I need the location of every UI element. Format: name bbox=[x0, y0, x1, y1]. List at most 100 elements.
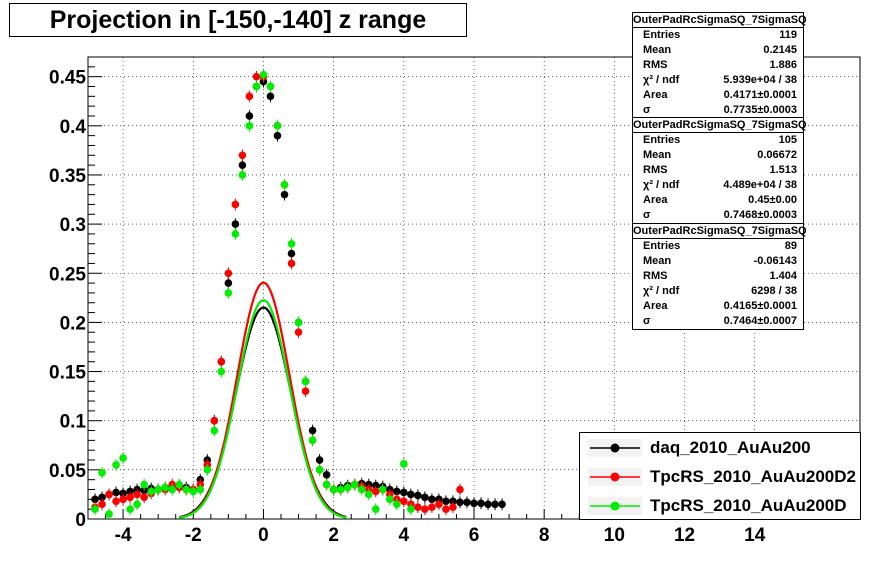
y-tick-label: 0 bbox=[75, 510, 86, 531]
data-point bbox=[280, 190, 289, 199]
data-point bbox=[168, 485, 177, 494]
stats-rms: RMS 1.404 bbox=[643, 270, 797, 282]
data-point bbox=[280, 180, 289, 189]
data-point bbox=[224, 269, 233, 278]
data-point bbox=[182, 485, 191, 494]
data-point bbox=[414, 503, 422, 512]
data-point bbox=[98, 493, 106, 502]
data-point bbox=[484, 500, 492, 509]
y-tick-label: 0.35 bbox=[49, 166, 86, 187]
data-point bbox=[407, 505, 415, 513]
data-point bbox=[449, 503, 457, 512]
x-tick-label: 6 bbox=[469, 525, 480, 546]
stats-box-title: OuterPadRcSigmaSQ_7SigmaSQ bbox=[633, 119, 807, 133]
data-point bbox=[400, 460, 408, 468]
data-point bbox=[245, 92, 254, 101]
data-point bbox=[442, 497, 450, 506]
data-point bbox=[371, 505, 380, 513]
data-point bbox=[371, 487, 380, 496]
x-tick-label: 2 bbox=[328, 525, 339, 546]
fit-curve bbox=[178, 299, 347, 519]
data-point bbox=[393, 487, 401, 496]
data-point bbox=[224, 289, 233, 297]
stats-sigma: σ 0.7468±0.0003 bbox=[643, 209, 797, 221]
data-point bbox=[322, 470, 331, 479]
data-point bbox=[393, 500, 401, 509]
data-point bbox=[238, 171, 247, 179]
x-tick-label: -2 bbox=[185, 525, 202, 546]
legend-marker-black bbox=[588, 439, 642, 457]
data-point bbox=[301, 377, 310, 386]
data-point bbox=[287, 249, 296, 258]
legend-label: TpcRS_2010_AuAu200D2 bbox=[650, 467, 856, 486]
data-point bbox=[364, 490, 373, 499]
data-point bbox=[336, 485, 345, 494]
y-tick-label: 0.2 bbox=[60, 313, 86, 334]
data-point bbox=[498, 500, 506, 509]
data-point bbox=[287, 259, 296, 268]
data-point bbox=[210, 426, 219, 435]
legend-label: daq_2010_AuAu200 bbox=[650, 438, 811, 457]
data-point bbox=[161, 483, 169, 492]
data-point bbox=[210, 416, 219, 425]
legend-entry-d: TpcRS_2010_AuAu200D bbox=[580, 493, 860, 519]
legend-label: TpcRS_2010_AuAu200D bbox=[650, 496, 847, 515]
fit-curve bbox=[178, 306, 347, 519]
data-point bbox=[491, 500, 499, 509]
data-point bbox=[238, 151, 247, 160]
data-point bbox=[217, 357, 226, 366]
data-point bbox=[294, 318, 303, 327]
legend-marker-green bbox=[588, 497, 642, 515]
stats-box-daq: OuterPadRcSigmaSQ_7SigmaSQ Entries 119 Me… bbox=[632, 12, 807, 119]
data-point bbox=[196, 485, 205, 494]
data-point bbox=[119, 454, 127, 462]
data-point bbox=[435, 500, 443, 509]
x-tick-label: 0 bbox=[258, 525, 269, 546]
stats-chi2: χ² / ndf 4.489e+04 / 38 bbox=[643, 179, 797, 191]
data-point bbox=[463, 498, 471, 507]
data-point bbox=[105, 510, 113, 518]
data-point bbox=[98, 469, 106, 477]
stats-mean: Mean 0.06672 bbox=[643, 149, 797, 161]
data-point bbox=[91, 505, 99, 513]
x-tick-label: 10 bbox=[604, 525, 625, 546]
chart-title: Projection in [-150,-140] z range bbox=[49, 6, 427, 34]
legend-entry-daq: daq_2010_AuAu200 bbox=[580, 435, 860, 461]
stats-sigma: σ 0.7464±0.0007 bbox=[643, 315, 797, 327]
series-points bbox=[91, 75, 506, 511]
data-point bbox=[91, 495, 99, 504]
data-point bbox=[273, 131, 282, 140]
data-point bbox=[428, 495, 436, 504]
data-point bbox=[112, 497, 120, 506]
stats-mean: Mean 0.2145 bbox=[643, 44, 797, 56]
data-point bbox=[105, 490, 113, 499]
data-point bbox=[266, 82, 275, 91]
stats-rms: RMS 1.886 bbox=[643, 59, 797, 71]
data-point bbox=[456, 498, 464, 507]
data-point bbox=[456, 485, 464, 494]
data-point bbox=[252, 82, 261, 91]
data-point bbox=[140, 480, 148, 489]
legend-entry-d2: TpcRS_2010_AuAu200D2 bbox=[580, 464, 860, 490]
data-point bbox=[154, 485, 162, 494]
data-point bbox=[315, 466, 324, 474]
data-point bbox=[231, 200, 240, 209]
stats-area: Area 0.4171±0.0001 bbox=[643, 89, 797, 101]
data-point bbox=[140, 486, 148, 495]
data-point bbox=[98, 500, 106, 509]
stats-mean: Mean -0.06143 bbox=[643, 255, 797, 267]
stats-entries: Entries 89 bbox=[643, 240, 797, 252]
stats-area: Area 0.4165±0.0001 bbox=[643, 300, 797, 312]
data-point bbox=[147, 487, 155, 496]
data-point bbox=[421, 493, 429, 502]
y-tick-label: 0.15 bbox=[49, 363, 86, 384]
data-point bbox=[259, 70, 268, 79]
data-point bbox=[477, 499, 485, 508]
data-point bbox=[224, 279, 233, 287]
data-point bbox=[203, 466, 212, 474]
data-point bbox=[343, 483, 352, 492]
data-point bbox=[350, 480, 359, 489]
data-point bbox=[126, 493, 134, 502]
data-point bbox=[407, 490, 415, 499]
data-point bbox=[266, 92, 275, 101]
